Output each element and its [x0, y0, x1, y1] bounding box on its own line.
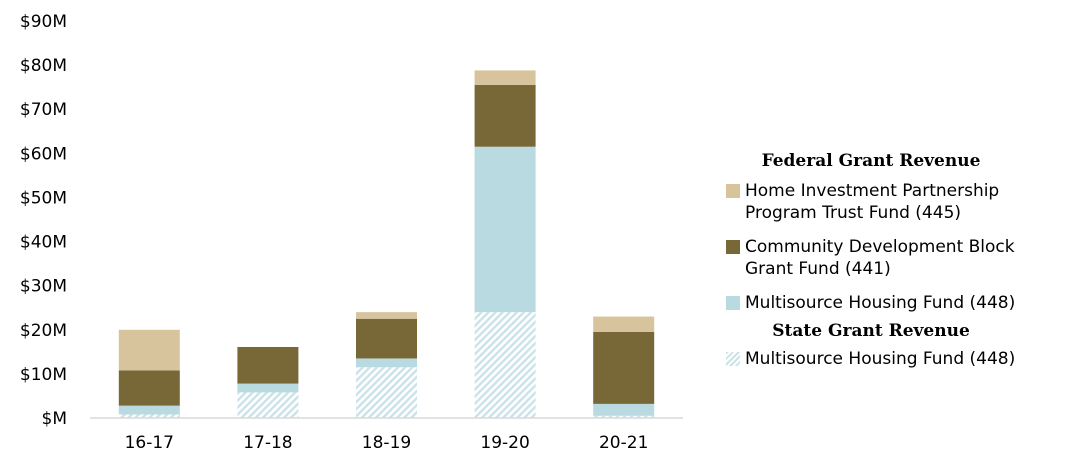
bar-segment-19-20-series-3 [474, 70, 536, 85]
y-tick-label: $70M [20, 100, 67, 120]
x-tick-label: 16-17 [125, 433, 174, 453]
legend-title-federal: Federal Grant Revenue [761, 151, 981, 171]
y-tick-label: $30M [20, 277, 67, 297]
legend-title-state: State Grant Revenue [772, 321, 970, 341]
bar-segment-17-18-series-0 [237, 392, 299, 418]
y-tick-label: $90M [20, 12, 67, 32]
y-tick-label: $60M [20, 144, 67, 164]
bar-segment-20-21-series-3 [593, 316, 655, 332]
x-tick-label: 18-19 [362, 433, 411, 453]
legend: Federal Grant Revenue Home Investment Pa… [726, 150, 1061, 370]
legend-label-multisource-state: Multisource Housing Fund (448) [745, 349, 1016, 369]
x-axis: 16-17 17-18 18-19 19-20 20-21 [125, 433, 649, 453]
bar-segment-18-19-series-2 [356, 318, 417, 359]
x-tick-label: 20-21 [599, 433, 648, 453]
bar-segment-16-17-series-1 [118, 405, 180, 415]
bar-segment-19-20-series-0 [474, 312, 536, 418]
bar-segment-16-17-series-0 [118, 414, 180, 418]
x-tick-label: 19-20 [480, 433, 529, 453]
legend-item-multisource-federal: Multisource Housing Fund (448) [726, 292, 1061, 314]
y-tick-label: $20M [20, 321, 67, 341]
bar-segment-20-21-series-2 [593, 331, 655, 404]
legend-swatch-home-investment [726, 184, 740, 198]
legend-swatch-multisource-federal [726, 296, 740, 310]
y-tick-label: $80M [20, 56, 67, 76]
bar-segment-18-19-series-3 [356, 312, 417, 319]
bar-segment-16-17-series-3 [118, 329, 180, 371]
x-tick-label: 17-18 [243, 433, 292, 453]
legend-swatch-multisource-state [726, 352, 740, 366]
y-tick-label: $40M [20, 233, 67, 253]
y-axis: $M $10M $20M $30M $40M $50M $60M $70M $80M $90M [20, 12, 67, 429]
legend-swatch-cdbg [726, 240, 740, 254]
bar-segment-20-21-series-0 [593, 415, 655, 418]
chart: $M $10M $20M $30M $40M $50M $60M $70M $80M $90M 1… [20, 12, 683, 453]
bar-segment-19-20-series-2 [474, 84, 536, 147]
bar-segment-17-18-series-1 [237, 383, 299, 393]
legend-label-cdbg: Community Development Block Grant Fund (… [745, 237, 1015, 279]
legend-item-home-investment: Home Investment Partnership Program Trus… [726, 180, 1061, 224]
legend-item-multisource-state: Multisource Housing Fund (448) [726, 348, 1061, 370]
y-tick-label: $M [42, 409, 67, 429]
bar-segment-19-20-series-1 [474, 146, 536, 313]
bar-segment-18-19-series-1 [356, 358, 417, 368]
bar-segment-18-19-series-0 [356, 367, 417, 418]
y-tick-label: $50M [20, 188, 67, 208]
legend-label-home-investment: Home Investment Partnership Program Trus… [745, 181, 1000, 223]
bar-segment-20-21-series-1 [593, 403, 655, 416]
bars [118, 70, 655, 418]
bar-segment-16-17-series-2 [118, 370, 180, 406]
y-tick-label: $10M [20, 365, 67, 385]
bar-segment-17-18-series-2 [237, 346, 299, 384]
legend-label-multisource-federal: Multisource Housing Fund (448) [745, 293, 1016, 313]
legend-item-cdbg: Community Development Block Grant Fund (… [726, 236, 1061, 280]
